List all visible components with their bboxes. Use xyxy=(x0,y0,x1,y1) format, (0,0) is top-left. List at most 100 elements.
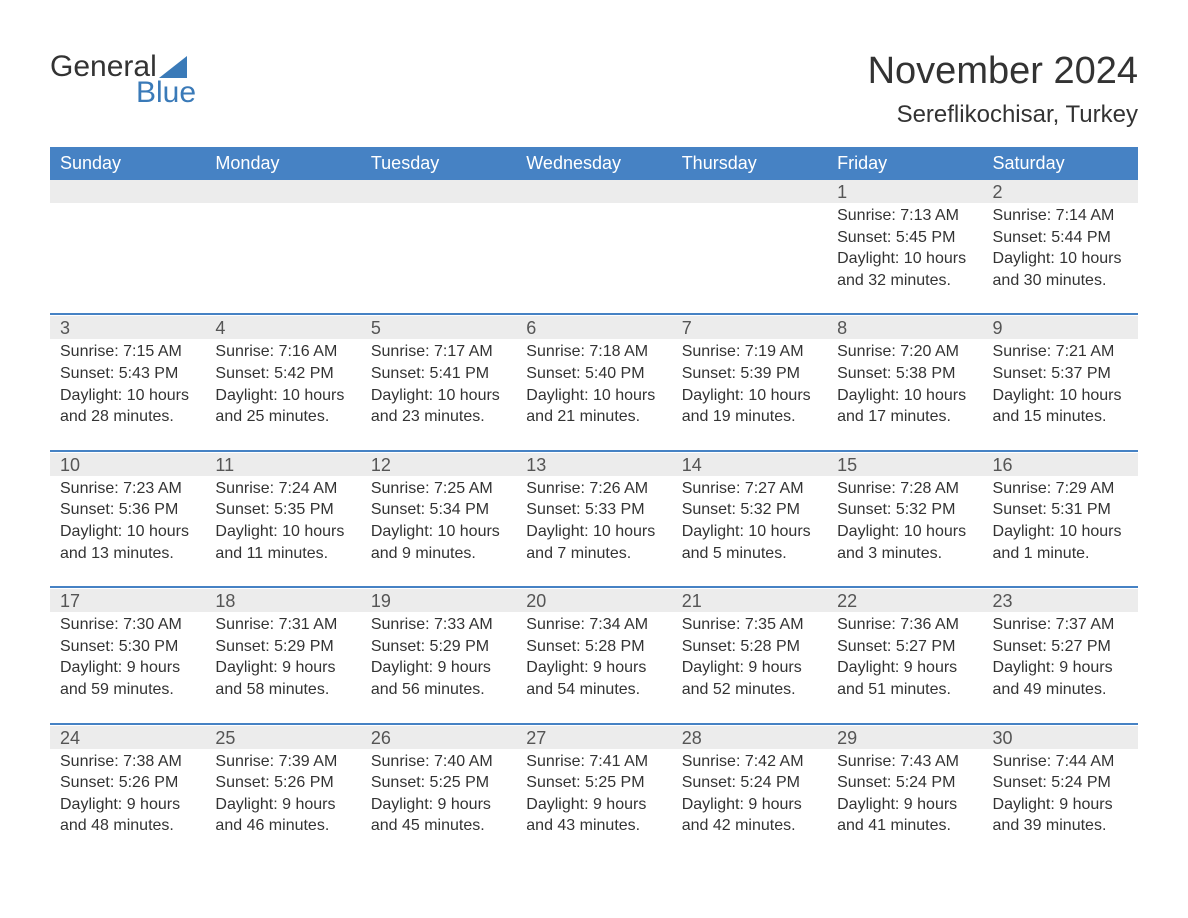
sunrise-text: Sunrise: 7:39 AM xyxy=(215,751,350,773)
daylight-text: and 9 minutes. xyxy=(371,543,506,565)
daylight-text: Daylight: 10 hours xyxy=(371,521,506,543)
sunrise-text: Sunrise: 7:19 AM xyxy=(682,341,817,363)
day-data-row: Sunrise: 7:30 AMSunset: 5:30 PM Daylight:… xyxy=(50,612,1138,723)
day-number: 18 xyxy=(205,589,360,612)
daylight-text: Daylight: 10 hours xyxy=(60,521,195,543)
sunset-text: Sunset: 5:38 PM xyxy=(837,363,972,385)
day-header: Sunday xyxy=(50,147,205,180)
daylight-text: Daylight: 9 hours xyxy=(526,794,661,816)
day-number: 22 xyxy=(827,589,982,612)
logo: General Blue xyxy=(50,50,196,110)
day-cell xyxy=(516,203,671,314)
day-header-row: SundayMondayTuesdayWednesdayThursdayFrid… xyxy=(50,147,1138,180)
sunrise-text: Sunrise: 7:16 AM xyxy=(215,341,350,363)
day-number xyxy=(50,180,205,203)
day-cell: Sunrise: 7:31 AMSunset: 5:29 PMDaylight:… xyxy=(205,612,360,723)
sunset-text: Sunset: 5:39 PM xyxy=(682,363,817,385)
daylight-text: and 46 minutes. xyxy=(215,815,350,837)
day-number xyxy=(672,180,827,203)
sunrise-text: Sunrise: 7:31 AM xyxy=(215,614,350,636)
daylight-text: Daylight: 9 hours xyxy=(526,657,661,679)
daylight-text: and 32 minutes. xyxy=(837,270,972,292)
day-data-row: Sunrise: 7:38 AMSunset: 5:26 PMDaylight:… xyxy=(50,749,1138,843)
day-cell: Sunrise: 7:25 AMSunset: 5:34 PMDaylight:… xyxy=(361,476,516,587)
daylight-text: and 5 minutes. xyxy=(682,543,817,565)
sunset-text: Sunset: 5:41 PM xyxy=(371,363,506,385)
header: General Blue November 2024 Sereflikochis… xyxy=(50,50,1138,129)
day-cell xyxy=(361,203,516,314)
day-cell: Sunrise: 7:19 AMSunset: 5:39 PMDaylight:… xyxy=(672,339,827,450)
day-header: Saturday xyxy=(983,147,1138,180)
sunset-text: Sunset: 5:24 PM xyxy=(837,772,972,794)
daylight-text: and 56 minutes. xyxy=(371,679,506,701)
day-number: 8 xyxy=(827,316,982,339)
sunset-text: Sunset: 5:34 PM xyxy=(371,499,506,521)
day-cell: Sunrise: 7:24 AMSunset: 5:35 PMDaylight:… xyxy=(205,476,360,587)
sunrise-text: Sunrise: 7:38 AM xyxy=(60,751,195,773)
day-cell: Sunrise: 7:38 AMSunset: 5:26 PMDaylight:… xyxy=(50,749,205,843)
sunset-text: Sunset: 5:45 PM xyxy=(837,227,972,249)
day-number: 17 xyxy=(50,589,205,612)
sunset-text: Sunset: 5:29 PM xyxy=(215,636,350,658)
title-block: November 2024 Sereflikochisar, Turkey xyxy=(868,50,1138,129)
sunrise-text: Sunrise: 7:15 AM xyxy=(60,341,195,363)
daylight-text: and 49 minutes. xyxy=(993,679,1128,701)
daylight-text: Daylight: 10 hours xyxy=(993,248,1128,270)
sunrise-text: Sunrise: 7:24 AM xyxy=(215,478,350,500)
daynum-row: 12 xyxy=(50,180,1138,203)
day-cell: Sunrise: 7:29 AMSunset: 5:31 PMDaylight:… xyxy=(983,476,1138,587)
day-number: 16 xyxy=(983,453,1138,476)
daylight-text: and 39 minutes. xyxy=(993,815,1128,837)
sunset-text: Sunset: 5:44 PM xyxy=(993,227,1128,249)
sunset-text: Sunset: 5:33 PM xyxy=(526,499,661,521)
day-data-row: Sunrise: 7:15 AMSunset: 5:43 PMDaylight:… xyxy=(50,339,1138,450)
day-data-row: Sunrise: 7:13 AMSunset: 5:45 PM Daylight:… xyxy=(50,203,1138,314)
day-header: Thursday xyxy=(672,147,827,180)
daylight-text: Daylight: 9 hours xyxy=(60,794,195,816)
sunrise-text: Sunrise: 7:41 AM xyxy=(526,751,661,773)
sunrise-text: Sunrise: 7:26 AM xyxy=(526,478,661,500)
day-cell: Sunrise: 7:33 AMSunset: 5:29 PMDaylight:… xyxy=(361,612,516,723)
sunrise-text: Sunrise: 7:36 AM xyxy=(837,614,972,636)
day-number: 10 xyxy=(50,453,205,476)
sunrise-text: Sunrise: 7:13 AM xyxy=(837,205,972,227)
day-cell: Sunrise: 7:14 AMSunset: 5:44 PMDaylight:… xyxy=(983,203,1138,314)
day-cell: Sunrise: 7:28 AMSunset: 5:32 PMDaylight:… xyxy=(827,476,982,587)
day-number: 21 xyxy=(672,589,827,612)
daylight-text: Daylight: 9 hours xyxy=(371,794,506,816)
sunrise-text: Sunrise: 7:25 AM xyxy=(371,478,506,500)
day-cell: Sunrise: 7:16 AMSunset: 5:42 PMDaylight:… xyxy=(205,339,360,450)
sunset-text: Sunset: 5:35 PM xyxy=(215,499,350,521)
sunset-text: Sunset: 5:37 PM xyxy=(993,363,1128,385)
daynum-row: 17181920212223 xyxy=(50,589,1138,612)
sunset-text: Sunset: 5:24 PM xyxy=(993,772,1128,794)
day-cell xyxy=(672,203,827,314)
daylight-text: Daylight: 10 hours xyxy=(837,521,972,543)
day-cell: Sunrise: 7:20 AMSunset: 5:38 PMDaylight:… xyxy=(827,339,982,450)
day-header: Wednesday xyxy=(516,147,671,180)
day-number: 29 xyxy=(827,726,982,749)
daylight-text: and 54 minutes. xyxy=(526,679,661,701)
daylight-text: and 21 minutes. xyxy=(526,406,661,428)
daylight-text: and 13 minutes. xyxy=(60,543,195,565)
sunrise-text: Sunrise: 7:18 AM xyxy=(526,341,661,363)
daynum-row: 10111213141516 xyxy=(50,453,1138,476)
daylight-text: and 11 minutes. xyxy=(215,543,350,565)
sunset-text: Sunset: 5:30 PM xyxy=(60,636,195,658)
daylight-text: Daylight: 9 hours xyxy=(682,657,817,679)
daylight-text: and 1 minute. xyxy=(993,543,1128,565)
day-cell: Sunrise: 7:36 AMSunset: 5:27 PMDaylight:… xyxy=(827,612,982,723)
day-cell: Sunrise: 7:30 AMSunset: 5:30 PMDaylight:… xyxy=(50,612,205,723)
sunrise-text: Sunrise: 7:40 AM xyxy=(371,751,506,773)
day-cell: Sunrise: 7:44 AMSunset: 5:24 PMDaylight:… xyxy=(983,749,1138,843)
daylight-text: and 52 minutes. xyxy=(682,679,817,701)
sunset-text: Sunset: 5:31 PM xyxy=(993,499,1128,521)
daylight-text: Daylight: 10 hours xyxy=(60,385,195,407)
day-number: 9 xyxy=(983,316,1138,339)
day-number: 30 xyxy=(983,726,1138,749)
sunrise-text: Sunrise: 7:30 AM xyxy=(60,614,195,636)
day-number: 25 xyxy=(205,726,360,749)
sunrise-text: Sunrise: 7:14 AM xyxy=(993,205,1128,227)
day-cell: Sunrise: 7:37 AMSunset: 5:27 PMDaylight:… xyxy=(983,612,1138,723)
day-number xyxy=(361,180,516,203)
